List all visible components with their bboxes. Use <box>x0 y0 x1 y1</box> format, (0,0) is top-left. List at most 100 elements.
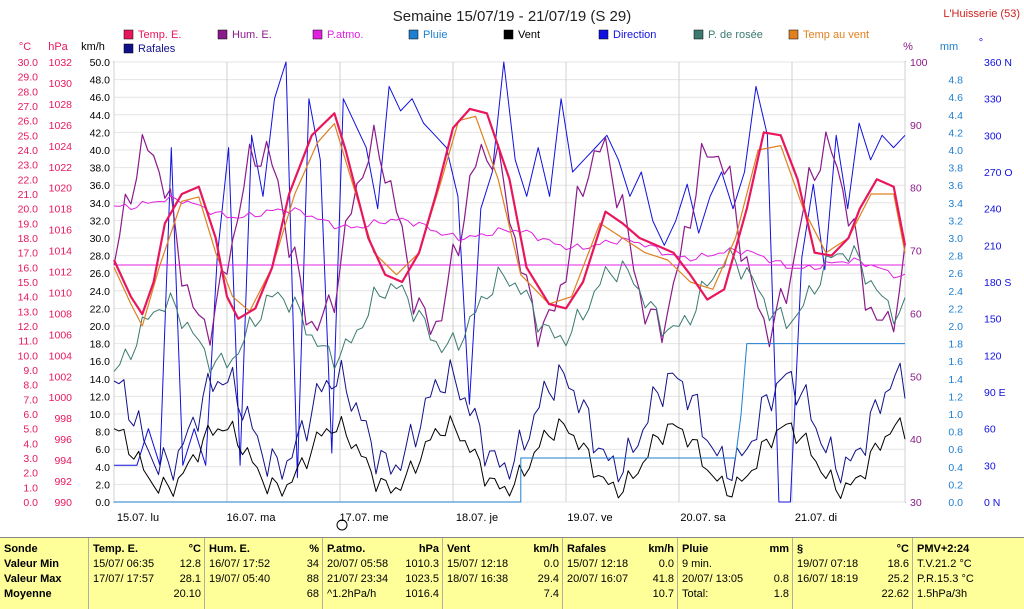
rain-tick-label: 4.8 <box>948 75 963 87</box>
rain-tick-label: 1.8 <box>948 339 963 351</box>
dir-tick-label: 0 N <box>984 497 1000 509</box>
stats-cell-right: 68 <box>306 588 319 600</box>
day-label: 16.07. ma <box>227 512 277 524</box>
wind-tick-label: 18.0 <box>90 339 111 351</box>
rain-tick-label: 4.0 <box>948 145 963 157</box>
stats-cell-right: 0.0 <box>543 558 559 570</box>
row-label-min: Valeur Min <box>4 558 60 570</box>
temp-tick-label: 15.0 <box>18 277 39 289</box>
rain-tick-label: 1.2 <box>948 391 963 403</box>
stats-cell: 20/07/ 05:58 1010.3 <box>327 557 439 572</box>
stats-cell: ^1.2hPa/h 1016.4 <box>327 587 439 602</box>
temp-tick-label: 27.0 <box>18 101 39 113</box>
stats-cell-left: Total: <box>682 588 709 600</box>
temp-tick-label: 4.0 <box>23 438 38 450</box>
wind-tick-label: 28.0 <box>90 251 111 263</box>
wind-tick-label: 48.0 <box>90 75 111 87</box>
wind-tick-label: 14.0 <box>90 374 111 386</box>
stats-cell-right: 20.10 <box>173 588 201 600</box>
stats-cell-right: °C <box>188 543 201 555</box>
stats-cell-left: ^1.2hPa/h <box>327 588 377 600</box>
legend-swatch <box>503 29 514 40</box>
stats-cell-right: 18.6 <box>887 558 909 570</box>
stats-cell-left: 21/07/ 23:34 <box>327 573 389 585</box>
stats-cell-left: § <box>797 543 804 555</box>
stats-cell-right: km/h <box>648 543 674 555</box>
temp-tick-label: 13.0 <box>18 306 39 318</box>
rain-tick-label: 0.6 <box>948 444 963 456</box>
patmo-tick-label: 1004 <box>49 350 73 362</box>
temp-tick-label: 14.0 <box>18 292 39 304</box>
wind-tick-label: 40.0 <box>90 145 111 157</box>
hum-tick-label: 30 <box>910 497 922 509</box>
temp-tick-label: 18.0 <box>18 233 39 245</box>
patmo-axis-unit: hPa <box>48 41 68 53</box>
patmo-tick-label: 1026 <box>49 120 73 132</box>
series-rafales <box>113 359 906 484</box>
stats-cell-right: 1.8 <box>773 588 789 600</box>
dir-tick-label: 120 <box>984 350 1002 362</box>
hum-tick-label: 80 <box>910 183 922 195</box>
stats-cell-left: 1.5hPa/3h <box>917 588 968 600</box>
wind-tick-label: 8.0 <box>95 427 110 439</box>
stats-cell-left: 15/07/ 12:18 <box>447 558 509 570</box>
series-vent <box>113 415 906 499</box>
chart-title: Semaine 15/07/19 - 21/07/19 (S 29) <box>393 8 632 25</box>
wind-tick-label: 12.0 <box>90 391 111 403</box>
stats-cell-right: 0.8 <box>773 573 789 585</box>
stats-cell-right: 0.0 <box>658 558 674 570</box>
row-label-avg: Moyenne <box>4 588 52 600</box>
rain-tick-label: 3.8 <box>948 163 963 175</box>
dir-axis-unit: ° <box>979 37 983 49</box>
temp-tick-label: 8.0 <box>23 380 38 392</box>
patmo-tick-label: 1006 <box>49 329 73 341</box>
hum-tick-label: 90 <box>910 120 922 132</box>
temp-tick-label: 26.0 <box>18 116 39 128</box>
wind-tick-label: 10.0 <box>90 409 111 421</box>
wind-tick-label: 38.0 <box>90 163 111 175</box>
stats-cell: 10.7 <box>567 587 674 602</box>
stats-cell: 21/07/ 23:34 1023.5 <box>327 572 439 587</box>
series-pluie <box>114 343 905 503</box>
temp-tick-label: 19.0 <box>18 218 39 230</box>
stats-cell-right: 22.62 <box>881 588 909 600</box>
rain-tick-label: 3.2 <box>948 215 963 227</box>
temp-tick-label: 3.0 <box>23 453 38 465</box>
series-pressure <box>113 195 906 279</box>
stats-cell: P.atmo. hPa <box>327 542 439 557</box>
stats-cell: Temp. E. °C <box>93 542 201 557</box>
legend-swatch <box>123 29 134 40</box>
hum-axis-unit: % <box>903 41 913 53</box>
day-label: 17.07. me <box>340 512 389 524</box>
patmo-tick-label: 1012 <box>49 267 73 279</box>
legend-swatch <box>788 29 799 40</box>
stats-cell-right: 34 <box>306 558 319 570</box>
stats-column: § °C 19/07/ 07:18 18.6 16/07/ 18:19 25.2 22.62 <box>792 538 913 609</box>
stats-cell-right: hPa <box>418 543 439 555</box>
legend-swatch <box>217 29 228 40</box>
temp-tick-label: 2.0 <box>23 468 38 480</box>
row-labels: Sonde Valeur Min Valeur Max Moyenne <box>0 538 88 609</box>
stats-cell-left: Vent <box>447 543 471 555</box>
patmo-tick-label: 990 <box>54 497 72 509</box>
rain-tick-label: 0.4 <box>948 462 963 474</box>
stats-cell: 20/07/ 13:05 0.8 <box>682 572 789 587</box>
day-label: 21.07. di <box>795 512 837 524</box>
patmo-tick-label: 1008 <box>49 308 73 320</box>
rain-tick-label: 1.4 <box>948 374 963 386</box>
day-label: 20.07. sa <box>680 512 726 524</box>
stats-cell-right: % <box>309 543 319 555</box>
stats-cell-left: Hum. E. <box>209 543 250 555</box>
rain-tick-label: 0.2 <box>948 479 963 491</box>
wind-tick-label: 0.0 <box>95 497 110 509</box>
wind-tick-label: 36.0 <box>90 180 111 192</box>
stats-cell-left: PMV+2:24 <box>917 543 970 555</box>
patmo-tick-label: 996 <box>54 434 72 446</box>
wind-tick-label: 2.0 <box>95 479 110 491</box>
patmo-tick-label: 1022 <box>49 162 73 174</box>
stats-cell-left: 20/07/ 16:07 <box>567 573 629 585</box>
series-humidity <box>113 124 906 348</box>
dir-tick-label: 270 O <box>984 167 1013 179</box>
legend-swatch <box>408 29 419 40</box>
